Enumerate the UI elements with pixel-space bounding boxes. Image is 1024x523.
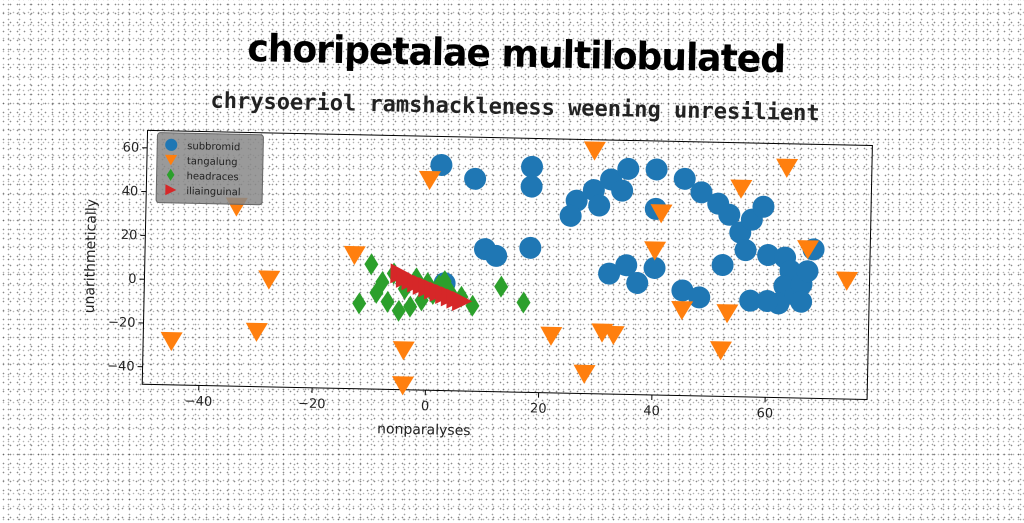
legend-label-tangalung: tangalung: [187, 156, 238, 168]
data-point-tangalung: [836, 272, 858, 291]
y-tick-label: 0: [128, 272, 137, 287]
data-point-tangalung: [392, 376, 414, 395]
legend-label-headraces: headraces: [186, 171, 238, 183]
data-point-subbromid: [520, 175, 542, 197]
data-point-headraces: [516, 291, 530, 313]
y-tick-label: −40: [107, 359, 135, 375]
x-tick-label: −40: [185, 394, 213, 410]
data-point-tangalung: [583, 141, 605, 160]
data-point-headraces: [352, 292, 366, 314]
data-point-tangalung: [776, 159, 798, 178]
data-point-tangalung: [716, 304, 738, 323]
data-point-tangalung: [671, 301, 693, 320]
x-tick-label: 20: [530, 401, 547, 416]
y-tick-label: 20: [121, 228, 138, 243]
y-tick-label: 60: [122, 140, 139, 155]
x-tick-label: −20: [298, 397, 326, 413]
data-point-tangalung: [392, 341, 414, 360]
legend-label-iliainguinal: iliainguinal: [186, 186, 241, 198]
data-point-headraces: [494, 276, 508, 298]
data-point-tangalung: [730, 180, 752, 199]
x-axis-label: nonparalyses: [377, 421, 471, 439]
data-point-tangalung: [343, 246, 365, 265]
data-point-subbromid: [711, 254, 733, 276]
legend-label-subbromid: subbromid: [187, 141, 240, 153]
series-subbromid: [427, 154, 826, 316]
data-point-headraces: [364, 253, 378, 275]
data-point-subbromid: [521, 156, 543, 178]
data-point-tangalung: [419, 171, 441, 190]
data-point-subbromid: [645, 158, 667, 180]
data-point-tangalung: [644, 241, 666, 260]
data-point-tangalung: [573, 365, 595, 384]
y-tick-label: −20: [108, 315, 136, 331]
data-point-subbromid: [464, 168, 486, 190]
y-tick-label: 40: [122, 184, 139, 199]
x-tick-label: 40: [643, 404, 660, 419]
data-point-tangalung: [160, 332, 182, 351]
data-point-tangalung: [710, 341, 732, 360]
data-point-tangalung: [245, 323, 267, 342]
legend: subbromid tangalung headraces iliainguinal: [156, 133, 263, 205]
data-point-tangalung: [540, 327, 562, 346]
x-tick-label: 0: [421, 399, 430, 414]
data-point-subbromid: [519, 237, 541, 259]
data-point-tangalung: [258, 270, 280, 289]
series-tangalung: [159, 133, 860, 405]
x-tick-label: 60: [756, 406, 773, 421]
y-axis-label: unarithmetically: [82, 199, 100, 314]
